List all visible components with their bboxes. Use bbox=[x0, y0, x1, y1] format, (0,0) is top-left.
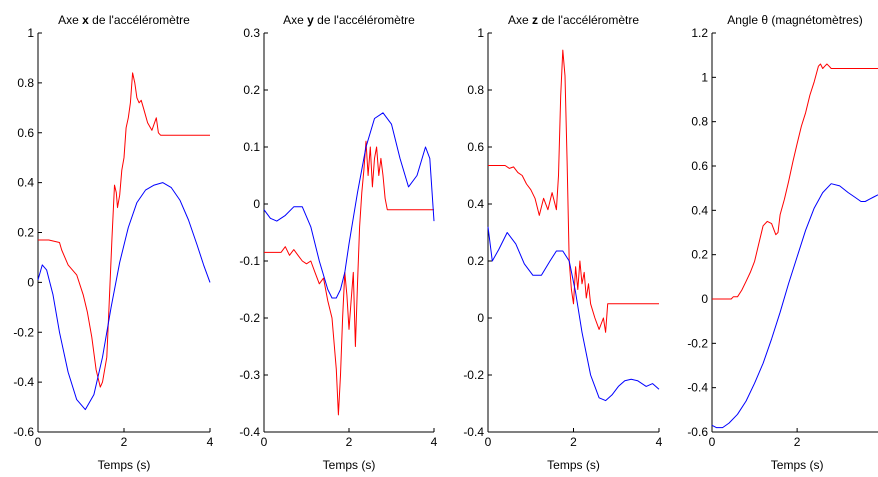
chart-title: Angle θ (magnétomètres) bbox=[727, 13, 862, 27]
series-line-blue bbox=[711, 183, 878, 429]
series-line-red bbox=[38, 72, 210, 388]
y-tick-label: 1.2 bbox=[691, 26, 708, 40]
y-tick-label: 0.2 bbox=[17, 226, 34, 240]
series-line-blue bbox=[37, 182, 211, 411]
chart-panel-3: -0.4 -0.2 0 0.2 0.4 0.6 0.8 1 0 2 4 Axe z de l'accé… bbox=[463, 13, 662, 472]
y-tick-label: 0.4 bbox=[17, 176, 34, 190]
x-tick-label: 4 bbox=[207, 435, 214, 449]
y-tick-label: -0.6 bbox=[13, 425, 34, 439]
y-tick-label: 0 bbox=[253, 197, 260, 211]
y-tick-label: -0.6 bbox=[687, 425, 708, 439]
y-tick-label: -0.4 bbox=[463, 425, 484, 439]
x-tick-label: 0 bbox=[261, 435, 268, 449]
y-tick-label: 1 bbox=[701, 70, 708, 84]
x-tick-label: 2 bbox=[570, 435, 577, 449]
y-tick-label: 0.8 bbox=[467, 83, 484, 97]
y-tick-label: 0.6 bbox=[691, 159, 708, 173]
series-line-red bbox=[712, 63, 878, 300]
series-line-red bbox=[488, 49, 659, 333]
series-line-blue bbox=[487, 226, 660, 402]
chart-panel-1: -0.6 -0.4 -0.2 0 0.2 0.4 0.6 0.8 1 0 2 4 Axe x de l'… bbox=[13, 13, 213, 472]
y-tick-label: 0.4 bbox=[467, 197, 484, 211]
x-axis-label: Temps (s) bbox=[98, 458, 151, 472]
chart-title-bold: x bbox=[82, 13, 89, 27]
chart-title: Axe z de l'accéléromètre bbox=[508, 13, 639, 27]
chart-title: Axe x de l'accéléromètre bbox=[58, 13, 190, 27]
x-tick-label: 2 bbox=[346, 435, 353, 449]
y-tick-label: 0 bbox=[27, 275, 34, 289]
chart-panel-2: -0.4 -0.3 -0.2 -0.1 0 0.1 0.2 0.3 0 2 4 Axe y de l'… bbox=[239, 13, 437, 472]
y-tick-label: 1 bbox=[477, 26, 484, 40]
chart-title-prefix: Axe bbox=[58, 13, 82, 27]
y-tick-label: -0.4 bbox=[13, 375, 34, 389]
y-tick-label: -0.1 bbox=[239, 254, 260, 268]
x-axis-label: Temps (s) bbox=[547, 458, 600, 472]
y-tick-label: -0.2 bbox=[687, 336, 708, 350]
chart-title-bold: z bbox=[532, 13, 538, 27]
chart-title: Axe y de l'accéléromètre bbox=[283, 13, 415, 27]
y-tick-label: -0.4 bbox=[687, 381, 708, 395]
x-tick-label: 4 bbox=[431, 435, 438, 449]
y-tick-label: 0.2 bbox=[691, 248, 708, 262]
y-tick-label: 0.8 bbox=[691, 115, 708, 129]
y-tick-label: 0 bbox=[477, 311, 484, 325]
series-line-red bbox=[264, 140, 434, 416]
y-tick-label: -0.4 bbox=[239, 425, 260, 439]
chart-title-suffix: de l'accéléromètre bbox=[538, 13, 639, 27]
y-tick-label: 0.6 bbox=[467, 140, 484, 154]
y-tick-label: 0 bbox=[701, 292, 708, 306]
x-tick-label: 0 bbox=[35, 435, 42, 449]
y-tick-label: 0.4 bbox=[691, 203, 708, 217]
y-tick-label: 0.3 bbox=[243, 26, 260, 40]
y-tick-label: -0.2 bbox=[239, 311, 260, 325]
series-line-blue bbox=[263, 112, 435, 299]
y-tick-label: -0.2 bbox=[463, 368, 484, 382]
x-axis-label: Temps (s) bbox=[771, 458, 824, 472]
y-tick-label: 0.8 bbox=[17, 76, 34, 90]
chart-title-prefix: Axe bbox=[283, 13, 307, 27]
chart-title-suffix: de l'accéléromètre bbox=[89, 13, 190, 27]
chart-title-prefix: Axe bbox=[508, 13, 532, 27]
y-tick-label: 0.1 bbox=[243, 140, 260, 154]
x-tick-label: 2 bbox=[121, 435, 128, 449]
x-tick-label: 4 bbox=[656, 435, 663, 449]
chart-title-bold: y bbox=[307, 13, 314, 27]
y-tick-label: 0.2 bbox=[467, 254, 484, 268]
y-tick-label: -0.2 bbox=[13, 325, 34, 339]
x-tick-label: 0 bbox=[709, 435, 716, 449]
chart-title-suffix: de l'accéléromètre bbox=[314, 13, 415, 27]
y-tick-label: 0.6 bbox=[17, 126, 34, 140]
x-tick-label: 2 bbox=[794, 435, 801, 449]
chart-title-prefix: Angle θ (magnétomètres) bbox=[727, 13, 862, 27]
chart-panel-4: -0.6 -0.4 -0.2 0 0.2 0.4 0.6 0.8 1 1.2 0 2 Angle θ (… bbox=[687, 13, 878, 472]
x-tick-label: 0 bbox=[485, 435, 492, 449]
x-axis-label: Temps (s) bbox=[323, 458, 376, 472]
y-tick-label: -0.3 bbox=[239, 368, 260, 382]
y-tick-label: 0.2 bbox=[243, 83, 260, 97]
y-tick-label: 1 bbox=[27, 26, 34, 40]
